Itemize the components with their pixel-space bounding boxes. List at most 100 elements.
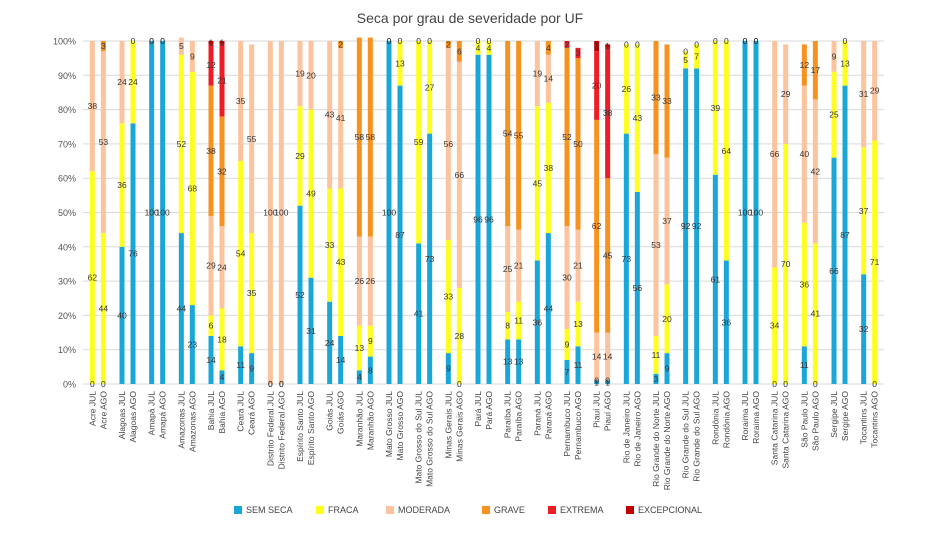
- x-tick-label: Mato Grosso do Sul AGO: [425, 391, 435, 487]
- y-tick-label: 60%: [58, 174, 76, 184]
- bar-segment: [456, 61, 462, 288]
- bar-segment: [694, 44, 700, 69]
- bar-segment: [564, 41, 570, 48]
- data-label: 9: [190, 51, 195, 61]
- data-label: 55: [247, 134, 257, 144]
- data-label: 0: [279, 379, 284, 389]
- bar-segment: [842, 41, 848, 86]
- bar-segment: [416, 41, 422, 244]
- bar-segment: [189, 71, 195, 306]
- x-tick-label: Mato Grosso AGO: [395, 391, 405, 461]
- data-label: 9: [665, 364, 670, 374]
- bar-segment: [712, 41, 718, 175]
- bar-segment: [219, 370, 225, 384]
- data-label: 0: [872, 379, 877, 389]
- bar-segment: [683, 51, 689, 69]
- data-label: 66: [455, 170, 465, 180]
- data-label: 0: [743, 36, 748, 46]
- data-label: 14: [592, 352, 602, 362]
- data-label: 4: [220, 372, 225, 382]
- x-tick-label: Roraima AGO: [751, 391, 761, 444]
- data-label: 3: [594, 41, 599, 51]
- data-label: 38: [603, 108, 613, 118]
- bar-segment: [594, 51, 600, 120]
- data-label: 100: [156, 208, 170, 218]
- bar-segment: [327, 188, 333, 302]
- x-tick-label: Paraná AGO: [543, 391, 553, 440]
- bar-segment: [297, 205, 303, 384]
- data-label: 100: [382, 208, 396, 218]
- bar-segment: [623, 44, 629, 134]
- data-label: 53: [651, 240, 661, 250]
- bar-segment: [801, 44, 807, 86]
- bar-segment: [772, 267, 778, 384]
- bar-segment: [130, 41, 136, 124]
- bar-segment: [594, 119, 600, 333]
- bar-segment: [534, 41, 540, 107]
- bar-segment: [308, 41, 314, 110]
- data-label: 0: [268, 379, 273, 389]
- data-label: 27: [425, 82, 435, 92]
- x-tick-label: Santa Catarina JUL: [770, 391, 780, 465]
- x-tick-label: Santa Catarina AGO: [781, 391, 791, 469]
- y-tick-label: 40%: [58, 242, 76, 252]
- data-label: 92: [692, 221, 702, 231]
- x-tick-label: Sergipe JUL: [829, 391, 839, 438]
- x-tick-label: Piauí JUL: [592, 391, 602, 428]
- bar-segment: [505, 339, 511, 384]
- bar-segment: [397, 85, 403, 384]
- data-label: 100: [738, 208, 752, 218]
- data-label: 3: [101, 41, 106, 51]
- data-label: 14: [603, 352, 613, 362]
- data-label: 23: [188, 340, 198, 350]
- data-label: 0: [398, 36, 403, 46]
- x-tick-label: Roraima JUL: [740, 391, 750, 441]
- data-label: 3: [654, 374, 659, 384]
- x-tick-label: Bahia JUL: [206, 391, 216, 430]
- bar-segment: [249, 233, 255, 354]
- bar-segment: [238, 161, 244, 347]
- bar-segment: [634, 44, 640, 192]
- x-tick-label: Minas Gerais AGO: [454, 391, 464, 462]
- data-label: 11: [236, 360, 245, 370]
- data-label: 0: [713, 36, 718, 46]
- bar-segment: [545, 233, 551, 384]
- data-label: 7: [694, 51, 699, 61]
- bar-segment: [119, 41, 125, 124]
- legend-label: EXTREMA: [560, 505, 604, 515]
- data-label: 13: [514, 357, 524, 367]
- data-label: 25: [829, 110, 839, 120]
- bar-segment: [723, 41, 729, 261]
- data-label: 24: [325, 338, 335, 348]
- x-tick-label: Rondônia JUL: [710, 391, 720, 445]
- bar-segment: [516, 339, 522, 384]
- x-tick-label: Rio Grande do Norte AGO: [662, 391, 672, 491]
- bar-segment: [783, 143, 789, 384]
- bar-segment: [445, 239, 451, 354]
- data-label: 0: [624, 39, 629, 49]
- data-label: 21: [573, 261, 583, 271]
- data-label: 52: [177, 139, 187, 149]
- data-label: 19: [295, 69, 305, 79]
- bar-segment: [564, 329, 570, 360]
- data-label: 0: [635, 39, 640, 49]
- data-label: 53: [99, 137, 109, 147]
- bar-segment: [516, 229, 522, 302]
- x-tick-label: Ceará AGO: [247, 391, 257, 435]
- legend-label: MODERADA: [398, 505, 450, 515]
- bar-segment: [664, 157, 670, 285]
- bar-segment: [801, 346, 807, 384]
- data-label: 54: [503, 129, 513, 139]
- grid-lines: [83, 40, 884, 385]
- x-tick-label: Rondônia AGO: [721, 391, 731, 449]
- data-label: 26: [355, 276, 365, 286]
- legend-label: EXCEPCIONAL: [638, 505, 702, 515]
- x-tick-label: Ceará JUL: [236, 391, 246, 432]
- data-label: 11: [652, 350, 661, 360]
- bar-segment: [367, 356, 373, 384]
- data-label: 14: [206, 355, 216, 365]
- data-label: 11: [574, 360, 583, 370]
- bar-segment: [367, 37, 373, 237]
- data-label: 0: [268, 379, 273, 389]
- data-label: 41: [336, 113, 346, 123]
